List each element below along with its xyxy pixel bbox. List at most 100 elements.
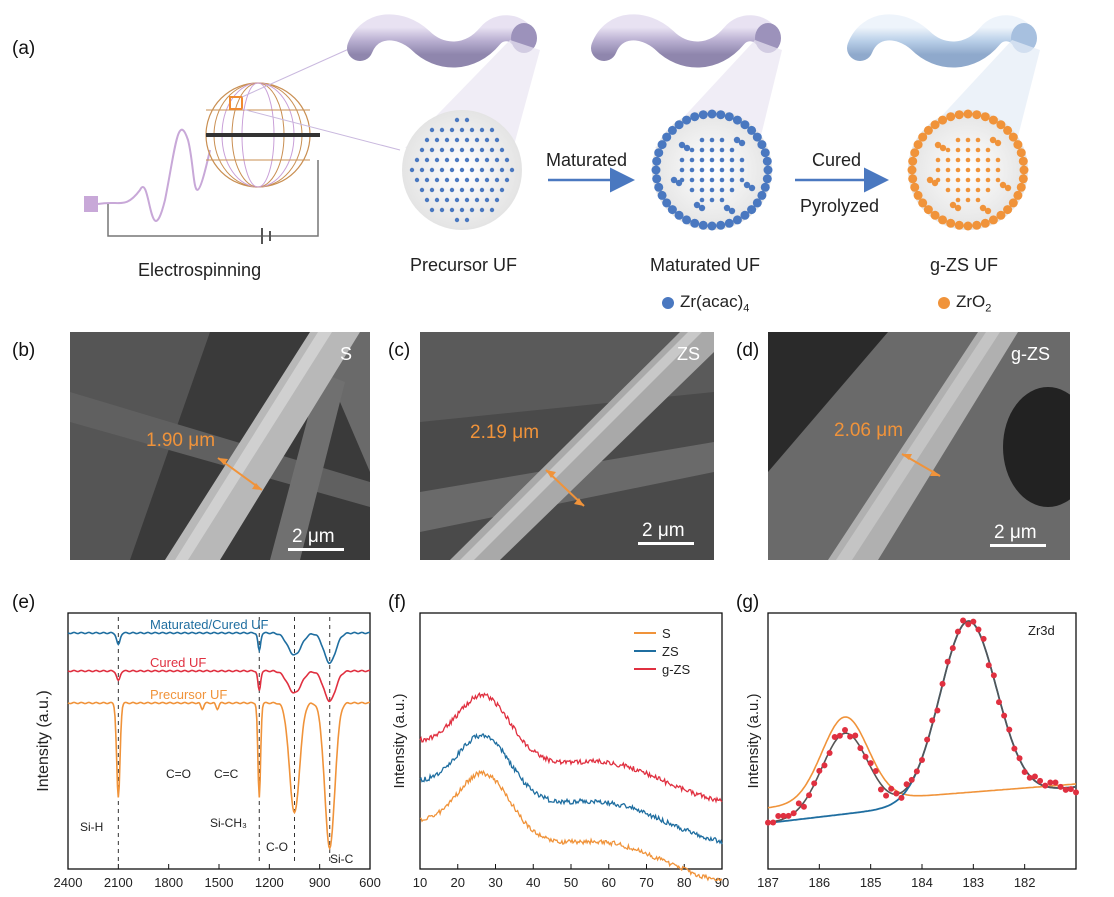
precursor-dot [499, 167, 505, 173]
core-particle [709, 147, 715, 153]
shell-particle [1013, 190, 1023, 200]
core-particle [985, 147, 991, 153]
xps-data-point [975, 626, 982, 633]
core-particle [699, 147, 705, 153]
measure-s: 1.90 μm [146, 430, 216, 451]
cluster-particle [670, 176, 678, 184]
precursor-dot [444, 137, 450, 143]
shell-particle [740, 210, 750, 220]
precursor-dot [424, 177, 430, 183]
xps-data-point [800, 803, 807, 810]
xps-data-point [790, 810, 797, 817]
precursor-dot [449, 167, 455, 173]
shell-particle [910, 182, 920, 192]
shell-particle [732, 215, 742, 225]
sem-image-gzs: g-ZS 2.06 μm 2 μm [768, 332, 1070, 560]
xps-data-point [965, 621, 972, 628]
core-particle [709, 187, 715, 193]
core-particle [965, 197, 971, 203]
shell-particle [762, 174, 772, 184]
shell-particle [972, 220, 982, 230]
shell-particle [918, 132, 928, 142]
core-particle [729, 167, 735, 173]
scalebar-d: 2 μm [994, 522, 1037, 543]
core-particle [975, 147, 981, 153]
shell-particle [1016, 148, 1026, 158]
xps-data-point [765, 819, 771, 826]
core-particle [975, 157, 981, 163]
sem-tag-zs: ZS [676, 344, 700, 364]
core-particle [699, 157, 705, 163]
precursor-dot [489, 207, 495, 213]
precursor-dot [439, 127, 445, 133]
core-particle [709, 167, 715, 173]
precursor-dot [414, 177, 420, 183]
precursor-dot [474, 177, 480, 183]
precursor-dot [429, 207, 435, 213]
core-particle [975, 137, 981, 143]
core-particle [995, 167, 1001, 173]
shell-particle [923, 125, 933, 135]
shell-particle [740, 120, 750, 130]
xps-tick-label: 185 [860, 875, 882, 890]
xps-plot-frame [767, 612, 1077, 870]
xps-data-point [990, 672, 997, 679]
xrd-tick-label: 40 [526, 875, 540, 890]
precursor-dot [434, 197, 440, 203]
core-particle [739, 167, 745, 173]
shell-particle [910, 148, 920, 158]
precursor-dot [509, 167, 515, 173]
shell-particle [907, 165, 917, 175]
precursor-dot [444, 177, 450, 183]
precursor-dot [434, 157, 440, 163]
xps-data-point [893, 790, 900, 797]
xps-data-point [924, 736, 931, 743]
xps-data-point [903, 781, 910, 788]
xps-data-point [1037, 777, 1044, 784]
precursor-dot [459, 147, 465, 153]
precursor-dot [469, 167, 475, 173]
core-particle [955, 167, 961, 173]
caption-precursor: Precursor UF [410, 255, 518, 275]
ftir-tick-label: 1800 [154, 875, 183, 890]
cluster-particle [743, 181, 751, 189]
precursor-dot [484, 177, 490, 183]
precursor-dot [449, 147, 455, 153]
shell-particle [938, 215, 948, 225]
ftir-tick-label: 1200 [255, 875, 284, 890]
cluster-particle [984, 207, 992, 215]
shell-particle [946, 218, 956, 228]
core-particle [995, 157, 1001, 163]
legend-zro2: ZrO2 [938, 292, 991, 314]
precursor-dot [474, 197, 480, 203]
precursor-dot [449, 207, 455, 213]
ftir-legend-cured: Cured UF [150, 655, 206, 670]
precursor-dot [419, 147, 425, 153]
core-particle [709, 197, 715, 203]
caption-electrospinning: Electrospinning [138, 260, 262, 280]
shell-particle [1008, 132, 1018, 142]
core-particle [719, 157, 725, 163]
xrd-series-s [419, 769, 723, 882]
xps-data-point [816, 767, 823, 774]
ftir-series-maturated-cured [67, 631, 371, 665]
precursor-dot [459, 127, 465, 133]
xps-data-point [857, 745, 864, 752]
xps-data-point [980, 635, 987, 642]
core-particle [679, 167, 685, 173]
shell-particle [913, 190, 923, 200]
ftir-band-annotation: C=C [214, 767, 239, 781]
shell-particle [996, 120, 1006, 130]
precursor-dot [434, 177, 440, 183]
xps-data-point [913, 768, 920, 775]
ftir-legend-maturated-cured: Maturated/Cured UF [150, 617, 269, 632]
ftir-legend-precursor: Precursor UF [150, 687, 227, 702]
core-particle [955, 137, 961, 143]
core-particle [955, 157, 961, 163]
ftir-band-annotation: Si-CH₃ [210, 816, 247, 830]
shell-particle [760, 182, 770, 192]
core-particle [955, 197, 961, 203]
xps-data-point [836, 732, 843, 739]
xrd-tick-label: 90 [715, 875, 729, 890]
core-particle [975, 167, 981, 173]
